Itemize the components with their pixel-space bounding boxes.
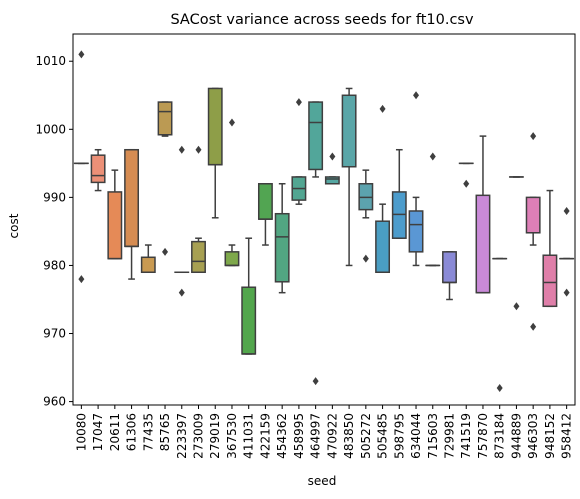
x-tick-label: 77435 bbox=[141, 413, 155, 451]
x-tick-label: 946303 bbox=[526, 413, 540, 459]
x-tick-label: 454362 bbox=[275, 413, 289, 459]
outlier-point bbox=[313, 377, 319, 385]
outlier-point bbox=[229, 118, 235, 126]
y-axis-label: cost bbox=[7, 213, 21, 238]
x-tick-label: 422159 bbox=[258, 413, 272, 459]
x-tick-label: 741519 bbox=[459, 413, 473, 459]
x-tick-label: 10080 bbox=[74, 413, 88, 451]
outlier-point bbox=[363, 255, 369, 263]
box-454362 bbox=[275, 214, 288, 282]
x-tick-label: 873184 bbox=[493, 413, 507, 459]
outlier-point bbox=[329, 153, 335, 161]
x-tick-label: 634044 bbox=[409, 413, 423, 459]
x-tick-label: 470922 bbox=[325, 413, 339, 459]
outlier-point bbox=[497, 384, 503, 392]
x-tick-label: 715603 bbox=[426, 413, 440, 459]
y-tick-label: 980 bbox=[43, 258, 66, 272]
box-757870 bbox=[476, 195, 489, 292]
y-tick-label: 990 bbox=[43, 190, 66, 204]
x-tick-label: 757870 bbox=[476, 413, 490, 459]
x-tick-label: 20611 bbox=[108, 413, 122, 451]
x-tick-label: 85765 bbox=[158, 413, 172, 451]
box-634044 bbox=[409, 211, 422, 252]
x-tick-label: 279019 bbox=[208, 413, 222, 459]
box-273009 bbox=[192, 242, 205, 273]
box-367530 bbox=[225, 252, 238, 266]
outlier-point bbox=[430, 153, 436, 161]
box-483850 bbox=[342, 95, 355, 166]
x-tick-label: 223397 bbox=[175, 413, 189, 459]
outlier-point bbox=[380, 105, 386, 113]
x-tick-label: 367530 bbox=[225, 413, 239, 459]
y-tick-label: 1000 bbox=[35, 122, 66, 136]
x-tick-label: 458995 bbox=[292, 413, 306, 459]
axes-frame bbox=[73, 34, 575, 405]
y-tick-label: 1010 bbox=[35, 54, 66, 68]
x-axis-label: seed bbox=[308, 474, 337, 488]
outlier-point bbox=[530, 132, 536, 140]
box-948152 bbox=[543, 255, 556, 306]
outlier-point bbox=[162, 248, 168, 256]
x-tick-label: 729981 bbox=[443, 413, 457, 459]
outlier-point bbox=[463, 180, 469, 188]
y-tick-label: 960 bbox=[43, 395, 66, 409]
box-20611 bbox=[108, 192, 121, 259]
box-946303 bbox=[526, 197, 539, 232]
box-464997 bbox=[309, 102, 322, 169]
outlier-point bbox=[179, 289, 185, 297]
y-tick-label: 970 bbox=[43, 327, 66, 341]
outlier-point bbox=[513, 302, 519, 310]
box-61306 bbox=[125, 150, 138, 247]
x-tick-label: 483850 bbox=[342, 413, 356, 459]
x-tick-label: 464997 bbox=[309, 413, 323, 459]
x-tick-label: 598795 bbox=[392, 413, 406, 459]
box-77435 bbox=[142, 257, 155, 272]
box-729981 bbox=[443, 252, 456, 283]
outlier-point bbox=[564, 289, 570, 297]
outlier-point bbox=[413, 91, 419, 99]
outlier-point bbox=[196, 146, 202, 154]
x-tick-label: 17047 bbox=[91, 413, 105, 451]
box-505485 bbox=[376, 221, 389, 272]
box-279019 bbox=[209, 88, 222, 164]
x-tick-label: 958412 bbox=[560, 413, 574, 459]
box-411031 bbox=[242, 287, 255, 354]
x-tick-label: 273009 bbox=[192, 413, 206, 459]
x-tick-label: 61306 bbox=[125, 413, 139, 451]
outlier-point bbox=[78, 50, 84, 58]
chart-title: SACost variance across seeds for ft10.cs… bbox=[170, 12, 474, 28]
x-tick-label: 505272 bbox=[359, 413, 373, 459]
x-tick-label: 411031 bbox=[242, 413, 256, 459]
box-422159 bbox=[259, 184, 272, 219]
x-tick-label: 948152 bbox=[543, 413, 557, 459]
outlier-point bbox=[296, 98, 302, 106]
box-17047 bbox=[91, 155, 104, 182]
box-470922 bbox=[326, 177, 339, 184]
x-tick-label: 505485 bbox=[376, 413, 390, 459]
outlier-point bbox=[179, 146, 185, 154]
outlier-point bbox=[564, 207, 570, 215]
outlier-point bbox=[78, 275, 84, 283]
box-85765 bbox=[158, 102, 171, 135]
x-tick-label: 944889 bbox=[509, 413, 523, 459]
outlier-point bbox=[530, 323, 536, 331]
